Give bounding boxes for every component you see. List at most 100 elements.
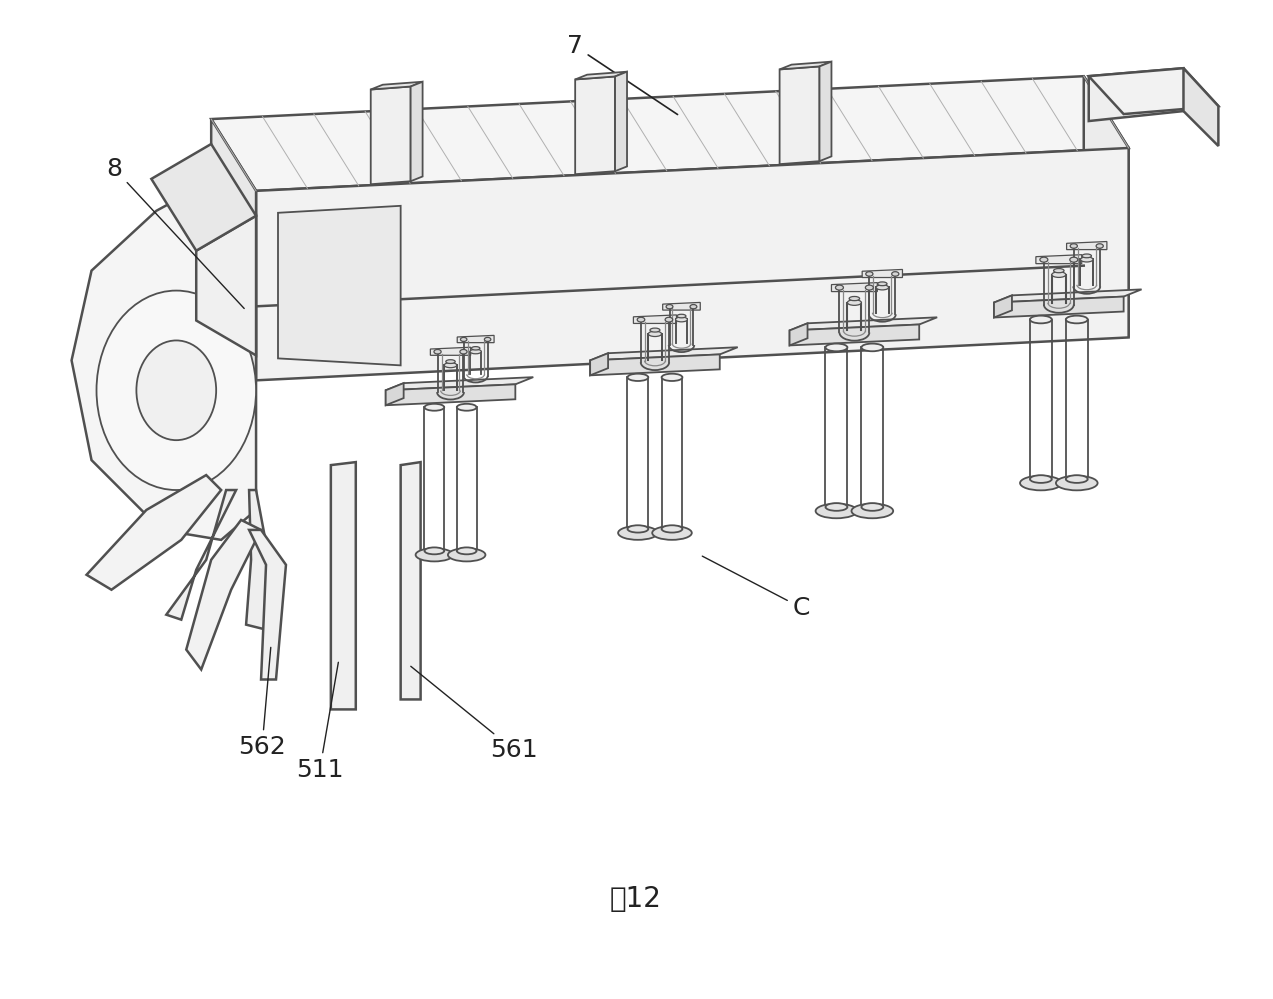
Polygon shape bbox=[1088, 68, 1184, 121]
Ellipse shape bbox=[448, 548, 485, 561]
Polygon shape bbox=[575, 77, 615, 174]
Ellipse shape bbox=[862, 344, 883, 352]
Polygon shape bbox=[211, 119, 256, 381]
Polygon shape bbox=[615, 72, 628, 171]
Text: 7: 7 bbox=[568, 34, 677, 115]
Ellipse shape bbox=[628, 374, 648, 381]
Polygon shape bbox=[789, 325, 919, 346]
Ellipse shape bbox=[1051, 272, 1066, 278]
Ellipse shape bbox=[852, 503, 894, 518]
Ellipse shape bbox=[1054, 269, 1064, 273]
Polygon shape bbox=[196, 216, 256, 356]
Polygon shape bbox=[994, 297, 1124, 318]
Ellipse shape bbox=[1069, 257, 1078, 262]
Ellipse shape bbox=[690, 305, 696, 309]
Ellipse shape bbox=[136, 341, 216, 441]
Polygon shape bbox=[994, 290, 1142, 303]
Polygon shape bbox=[1184, 68, 1218, 146]
Ellipse shape bbox=[1030, 476, 1051, 483]
Ellipse shape bbox=[415, 548, 453, 561]
Ellipse shape bbox=[835, 285, 844, 290]
Ellipse shape bbox=[1082, 254, 1091, 258]
Polygon shape bbox=[246, 491, 271, 629]
Polygon shape bbox=[779, 62, 831, 69]
Ellipse shape bbox=[877, 282, 887, 286]
Polygon shape bbox=[831, 283, 877, 292]
Polygon shape bbox=[862, 270, 903, 278]
Polygon shape bbox=[256, 148, 1129, 381]
Text: 562: 562 bbox=[238, 647, 286, 759]
Ellipse shape bbox=[662, 374, 682, 381]
Ellipse shape bbox=[1096, 244, 1104, 248]
Ellipse shape bbox=[848, 300, 862, 306]
Ellipse shape bbox=[1055, 476, 1097, 491]
Ellipse shape bbox=[1066, 316, 1087, 324]
Polygon shape bbox=[820, 62, 831, 161]
Polygon shape bbox=[1088, 68, 1218, 114]
Ellipse shape bbox=[866, 272, 873, 276]
Polygon shape bbox=[1036, 255, 1082, 264]
Text: C: C bbox=[703, 556, 810, 619]
Polygon shape bbox=[71, 181, 256, 539]
Ellipse shape bbox=[638, 318, 645, 322]
Ellipse shape bbox=[1081, 257, 1094, 262]
Ellipse shape bbox=[816, 503, 857, 518]
Text: 511: 511 bbox=[295, 662, 344, 782]
Polygon shape bbox=[591, 354, 608, 376]
Polygon shape bbox=[167, 491, 236, 619]
Ellipse shape bbox=[434, 350, 442, 354]
Polygon shape bbox=[386, 378, 533, 391]
Ellipse shape bbox=[849, 297, 859, 301]
Polygon shape bbox=[250, 529, 286, 679]
Text: 8: 8 bbox=[107, 157, 244, 309]
Ellipse shape bbox=[665, 318, 672, 322]
Polygon shape bbox=[186, 519, 261, 669]
Polygon shape bbox=[1067, 242, 1108, 250]
Polygon shape bbox=[663, 303, 700, 310]
Polygon shape bbox=[331, 463, 355, 709]
Polygon shape bbox=[370, 82, 423, 90]
Text: 561: 561 bbox=[411, 666, 538, 762]
Ellipse shape bbox=[470, 350, 481, 354]
Ellipse shape bbox=[1020, 476, 1062, 491]
Polygon shape bbox=[634, 315, 676, 324]
Polygon shape bbox=[401, 463, 420, 699]
Ellipse shape bbox=[891, 272, 899, 276]
Ellipse shape bbox=[876, 285, 889, 290]
Polygon shape bbox=[1083, 76, 1129, 338]
Ellipse shape bbox=[619, 526, 658, 539]
Ellipse shape bbox=[862, 503, 883, 510]
Polygon shape bbox=[151, 144, 256, 251]
Polygon shape bbox=[386, 385, 516, 406]
Polygon shape bbox=[211, 76, 1129, 191]
Ellipse shape bbox=[457, 404, 476, 411]
Ellipse shape bbox=[651, 328, 659, 332]
Ellipse shape bbox=[1030, 316, 1051, 324]
Polygon shape bbox=[575, 72, 628, 80]
Ellipse shape bbox=[471, 347, 480, 350]
Ellipse shape bbox=[446, 360, 456, 364]
Polygon shape bbox=[457, 336, 494, 343]
Polygon shape bbox=[430, 348, 471, 356]
Ellipse shape bbox=[1071, 244, 1077, 248]
Polygon shape bbox=[591, 355, 719, 376]
Ellipse shape bbox=[628, 525, 648, 532]
Ellipse shape bbox=[485, 338, 491, 342]
Polygon shape bbox=[278, 206, 401, 366]
Ellipse shape bbox=[662, 525, 682, 532]
Ellipse shape bbox=[676, 317, 687, 322]
Ellipse shape bbox=[1040, 257, 1048, 262]
Ellipse shape bbox=[825, 503, 848, 510]
Ellipse shape bbox=[457, 547, 476, 554]
Polygon shape bbox=[370, 87, 411, 184]
Ellipse shape bbox=[461, 338, 467, 342]
Ellipse shape bbox=[825, 344, 848, 352]
Polygon shape bbox=[386, 384, 404, 406]
Ellipse shape bbox=[444, 363, 457, 368]
Text: 图12: 图12 bbox=[610, 885, 662, 913]
Ellipse shape bbox=[424, 547, 444, 554]
Polygon shape bbox=[994, 296, 1012, 318]
Ellipse shape bbox=[666, 305, 673, 309]
Ellipse shape bbox=[460, 350, 467, 354]
Polygon shape bbox=[789, 324, 807, 346]
